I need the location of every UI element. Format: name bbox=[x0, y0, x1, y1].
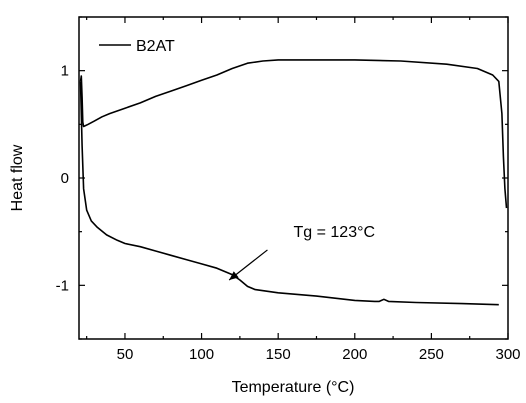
legend-label-b2at: B2AT bbox=[136, 38, 175, 55]
x-tick-label: 50 bbox=[117, 346, 134, 363]
y-axis-title: Heat flow bbox=[9, 144, 26, 211]
x-axis-title: Temperature (°C) bbox=[232, 379, 355, 396]
y-tick-label: 1 bbox=[61, 63, 69, 80]
plot-frame bbox=[78, 16, 509, 340]
tg-arrow-head bbox=[229, 271, 239, 280]
series-line-cooling bbox=[79, 81, 499, 306]
y-tick-label: 0 bbox=[61, 170, 69, 187]
y-tick-label: -1 bbox=[56, 277, 69, 294]
x-tick-label: 200 bbox=[342, 346, 367, 363]
legend: B2AT bbox=[99, 38, 175, 55]
series-layer bbox=[79, 59, 508, 306]
x-tick-label: 150 bbox=[266, 346, 291, 363]
y-ticks: -1 0 1 bbox=[56, 16, 508, 340]
tg-annotation-text: Tg = 123°C bbox=[294, 224, 376, 241]
x-tick-label: 300 bbox=[495, 346, 520, 363]
x-ticks: 50 100 150 200 250 300 bbox=[86, 17, 521, 363]
tg-annotation: Tg = 123°C bbox=[228, 224, 376, 281]
x-tick-label: 100 bbox=[189, 346, 214, 363]
series-line-heating bbox=[79, 59, 508, 209]
x-tick-label: 250 bbox=[419, 346, 444, 363]
